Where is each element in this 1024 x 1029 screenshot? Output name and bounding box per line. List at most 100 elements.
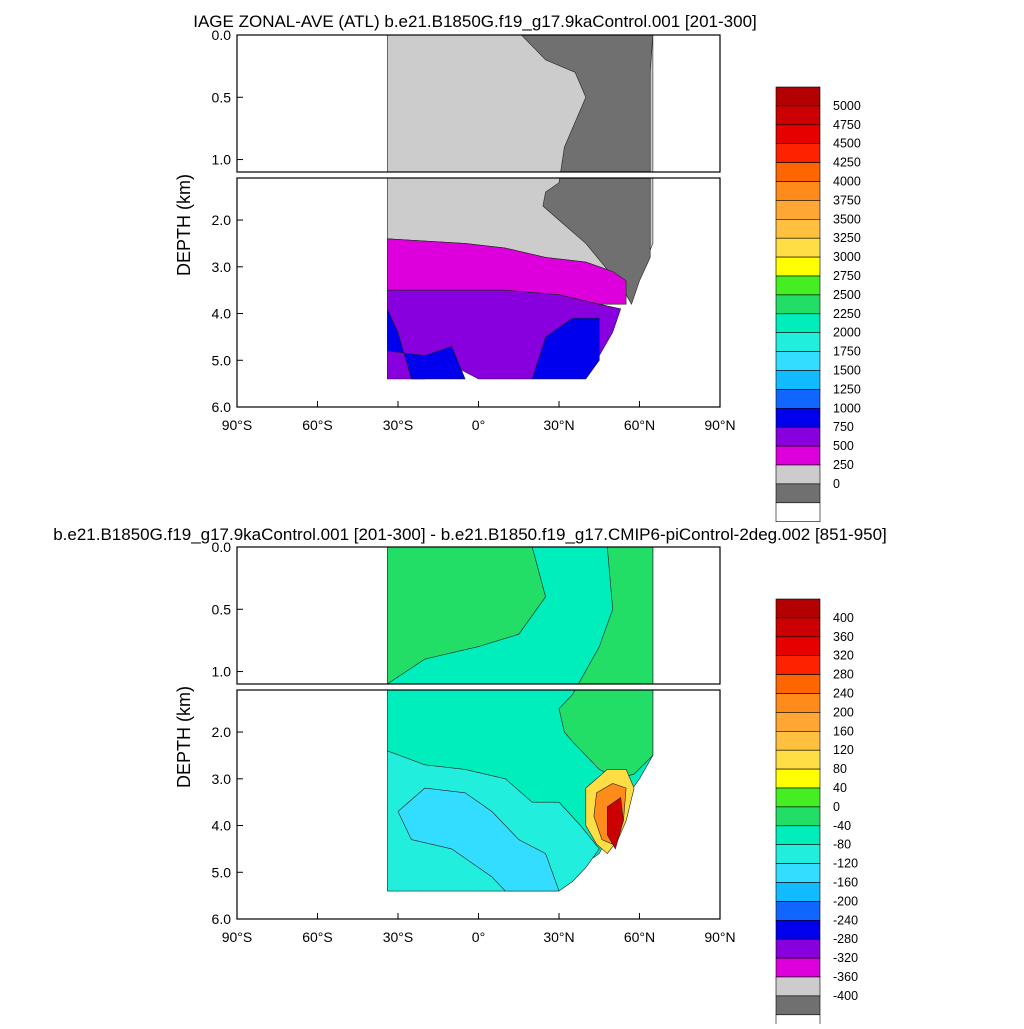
colorbar-swatch	[775, 332, 821, 352]
x-tick-label: 60°N	[624, 929, 655, 945]
y-tick-label: 0.0	[212, 539, 232, 555]
colorbar-swatch	[775, 1014, 821, 1029]
colorbar-swatch	[775, 407, 821, 428]
colorbar-label: -320	[833, 951, 858, 965]
y-tick-label: 1.0	[212, 152, 232, 168]
x-tick-label: 30°S	[383, 417, 414, 433]
colorbar-label: 250	[833, 458, 854, 472]
colorbar-label: 5000	[833, 99, 861, 113]
colorbar-swatch	[775, 426, 821, 447]
colorbar-label: 500	[833, 439, 854, 453]
colorbar-label: -200	[833, 894, 858, 908]
colorbar-swatch	[775, 162, 821, 182]
colorbar-swatch	[775, 181, 821, 201]
colorbar-swatch	[775, 712, 821, 732]
colorbar-swatch	[775, 825, 821, 845]
colorbar-swatch	[775, 730, 821, 751]
colorbar-label: 0	[833, 800, 840, 814]
contour-region-blue2	[531, 317, 600, 380]
x-tick-label: 90°S	[222, 417, 253, 433]
y-tick-label: 2.0	[212, 212, 232, 228]
colorbar-label: -240	[833, 913, 858, 927]
colorbar-label: 160	[833, 724, 854, 738]
y-axis-label: DEPTH (km)	[174, 174, 194, 276]
y-tick-label: 1.0	[212, 664, 232, 680]
colorbar-label: 240	[833, 687, 854, 701]
contour-region-green2	[558, 547, 654, 780]
y-axis-label: DEPTH (km)	[174, 686, 194, 788]
colorbar-swatch	[775, 445, 821, 466]
chart-title: IAGE ZONAL-AVE (ATL) b.e21.B1850G.f19_g1…	[193, 12, 757, 31]
colorbar-label: -80	[833, 838, 851, 852]
contour-fills	[386, 35, 654, 380]
colorbar-label: 4500	[833, 137, 861, 151]
colorbar-label: 0	[833, 477, 840, 491]
chart-panel-2: b.e21.B1850G.f19_g17.9kaControl.001 [201…	[53, 525, 887, 1029]
colorbar-label: 750	[833, 420, 854, 434]
segment-gap	[236, 684, 721, 690]
colorbar-label: 2750	[833, 269, 861, 283]
contour-region-green	[386, 547, 546, 685]
colorbar-swatch	[775, 617, 821, 638]
colorbar-label: -280	[833, 932, 858, 946]
y-tick-label: 5.0	[212, 864, 232, 880]
colorbar-label: 2250	[833, 307, 861, 321]
y-tick-label: 3.0	[212, 259, 232, 275]
y-tick-label: 6.0	[212, 399, 232, 415]
chart-title: b.e21.B1850G.f19_g17.9kaControl.001 [201…	[53, 525, 887, 544]
x-tick-label: 60°S	[302, 417, 333, 433]
y-tick-label: 4.0	[212, 818, 232, 834]
y-tick-label: 0.0	[212, 27, 232, 43]
colorbar-label: 360	[833, 630, 854, 644]
colorbar-label: 280	[833, 668, 854, 682]
colorbar-label: 3250	[833, 231, 861, 245]
x-tick-label: 90°N	[704, 417, 735, 433]
colorbar-swatch	[775, 768, 821, 789]
colorbar: 5000475045004250400037503500325030002750…	[775, 86, 861, 522]
colorbar-swatch	[775, 844, 821, 864]
colorbar-label: 2500	[833, 288, 861, 302]
colorbar-swatch	[775, 806, 821, 827]
y-tick-label: 2.0	[212, 724, 232, 740]
colorbar-label: 2000	[833, 326, 861, 340]
colorbar-label: 4750	[833, 118, 861, 132]
colorbar-swatch	[775, 693, 821, 713]
contour-region-red	[606, 796, 624, 850]
colorbar-label: 40	[833, 781, 847, 795]
contour-region-dark-gray	[520, 35, 654, 305]
chart-panel-1: IAGE ZONAL-AVE (ATL) b.e21.B1850G.f19_g1…	[174, 12, 861, 522]
colorbar-swatch	[775, 313, 821, 333]
colorbar-swatch	[775, 938, 821, 959]
colorbar-swatch	[775, 598, 821, 619]
colorbar-swatch	[775, 957, 821, 978]
colorbar-swatch	[775, 143, 821, 163]
colorbar-swatch	[775, 976, 821, 997]
x-tick-label: 0°	[472, 929, 485, 945]
segment-gap	[236, 172, 721, 178]
colorbar-label: -120	[833, 857, 858, 871]
colorbar-swatch	[775, 237, 821, 258]
x-tick-label: 30°N	[543, 417, 574, 433]
y-tick-label: 4.0	[212, 306, 232, 322]
colorbar-swatch	[775, 919, 821, 940]
contour-region-blue	[386, 308, 466, 380]
y-tick-label: 3.0	[212, 771, 232, 787]
colorbar-label: 200	[833, 705, 854, 719]
colorbar-swatch	[775, 256, 821, 277]
colorbar-label: 400	[833, 611, 854, 625]
colorbar-label: 120	[833, 743, 854, 757]
colorbar-label: 3000	[833, 250, 861, 264]
x-tick-label: 60°N	[624, 417, 655, 433]
colorbar-label: -360	[833, 970, 858, 984]
colorbar-swatch	[775, 370, 821, 390]
colorbar-swatch	[775, 655, 821, 675]
colorbar-label: 320	[833, 649, 854, 663]
colorbar: 40036032028024020016012080400-40-80-120-…	[775, 598, 858, 1029]
y-tick-label: 6.0	[212, 911, 232, 927]
colorbar-swatch	[775, 351, 821, 371]
colorbar-swatch	[775, 749, 821, 770]
colorbar-swatch	[775, 483, 821, 504]
colorbar-label: 4250	[833, 156, 861, 170]
